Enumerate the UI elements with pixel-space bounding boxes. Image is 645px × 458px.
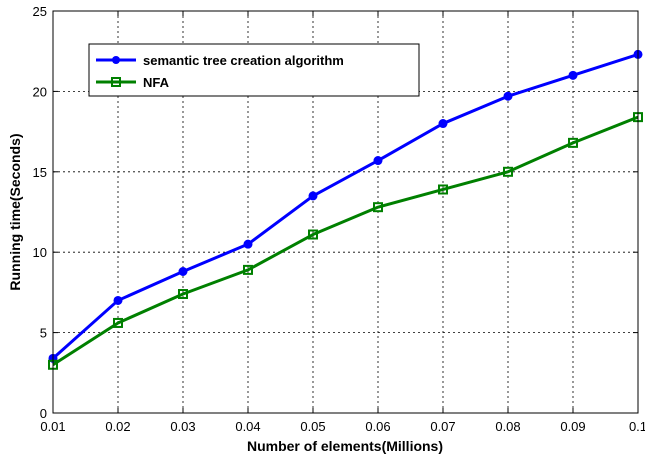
x-tick-label: 0.08 bbox=[495, 419, 520, 434]
data-point-nfa bbox=[568, 137, 578, 148]
data-point-nfa bbox=[113, 317, 123, 328]
ticks bbox=[52, 10, 639, 414]
y-tick-label: 10 bbox=[33, 245, 47, 260]
y-tick-label: 0 bbox=[40, 406, 47, 421]
x-axis-title: Number of elements(Millions) bbox=[247, 438, 443, 454]
x-tick-label: 0.04 bbox=[235, 419, 260, 434]
data-point-nfa bbox=[503, 166, 513, 177]
data-point-nfa bbox=[243, 264, 253, 275]
data-point-semantic-tree bbox=[178, 266, 188, 276]
x-tick-labels: 0.01 0.02 0.03 0.04 0.05 0.06 0.07 0.08 0.09 0.1 bbox=[40, 419, 645, 434]
y-tick-labels: 0 5 10 15 20 25 bbox=[33, 4, 47, 421]
x-tick-label: 0.05 bbox=[300, 419, 325, 434]
data-point-semantic-tree bbox=[438, 119, 448, 129]
y-axis-title: Running time(Seconds) bbox=[7, 133, 23, 290]
series-layer bbox=[48, 49, 643, 370]
data-point-semantic-tree bbox=[373, 156, 383, 166]
x-tick-label: 0.1 bbox=[629, 419, 645, 434]
data-point-semantic-tree bbox=[308, 191, 318, 201]
y-tick-label: 20 bbox=[33, 84, 47, 99]
data-point-nfa bbox=[308, 229, 318, 240]
x-tick-label: 0.07 bbox=[430, 419, 455, 434]
data-point-semantic-tree bbox=[243, 239, 253, 249]
data-point-nfa bbox=[438, 184, 448, 195]
y-tick-label: 5 bbox=[40, 326, 47, 341]
legend-label-nfa: NFA bbox=[143, 75, 170, 90]
x-tick-label: 0.03 bbox=[170, 419, 195, 434]
y-tick-label: 25 bbox=[33, 4, 47, 19]
data-point-semantic-tree bbox=[503, 91, 513, 101]
series-line-semantic-tree bbox=[52, 52, 639, 360]
series-line-nfa bbox=[52, 115, 639, 367]
legend-label-semantic-tree: semantic tree creation algorithm bbox=[143, 53, 344, 68]
plot-frame bbox=[52, 10, 639, 414]
legend: semantic tree creation algorithm NFA bbox=[88, 43, 420, 97]
data-point-semantic-tree bbox=[113, 295, 123, 305]
legend-marker-nfa bbox=[111, 77, 121, 87]
x-tick-label: 0.09 bbox=[560, 419, 585, 434]
data-point-nfa bbox=[373, 202, 383, 213]
x-tick-label: 0.01 bbox=[40, 419, 65, 434]
x-tick-label: 0.06 bbox=[365, 419, 390, 434]
data-point-nfa bbox=[178, 289, 188, 300]
data-point-semantic-tree bbox=[568, 70, 578, 80]
y-tick-label: 15 bbox=[33, 165, 47, 180]
x-tick-label: 0.02 bbox=[105, 419, 130, 434]
legend-box bbox=[88, 43, 420, 97]
legend-marker-semantic-tree bbox=[112, 56, 120, 64]
